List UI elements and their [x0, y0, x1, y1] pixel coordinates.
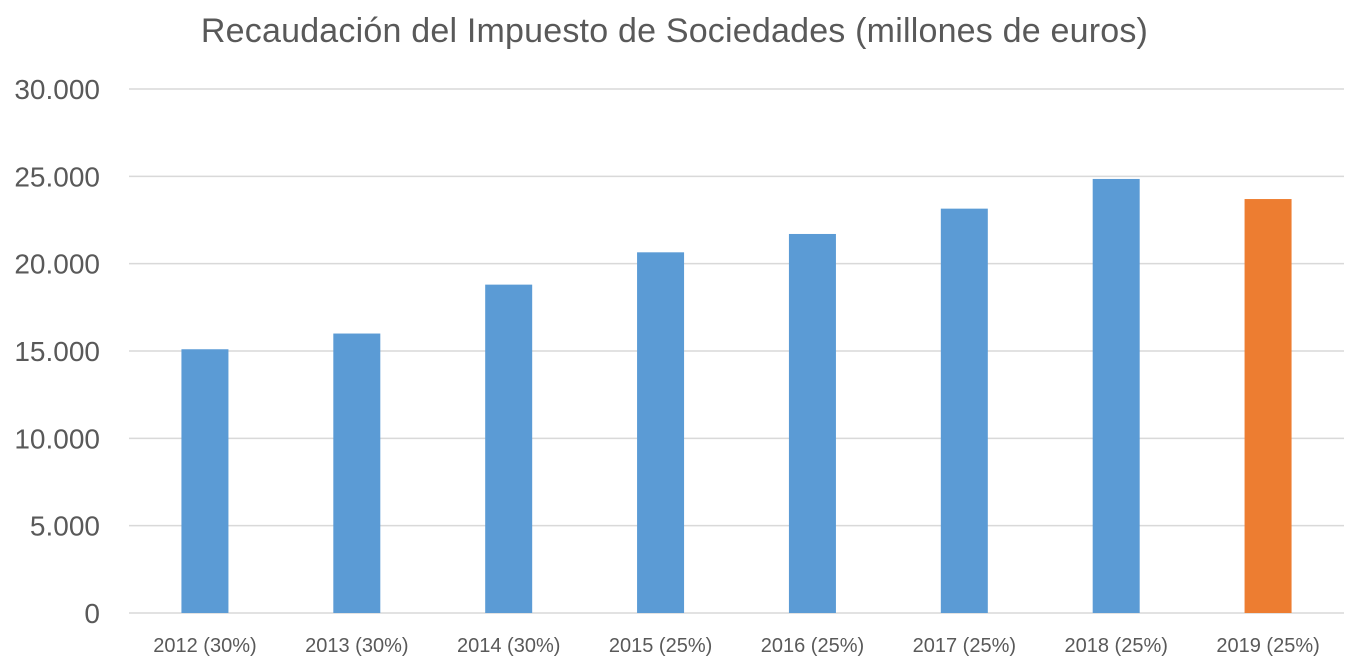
bar: [1092, 178, 1140, 613]
bar: [788, 233, 836, 613]
bar: [1244, 199, 1292, 614]
y-tick-label: 25.000: [14, 161, 100, 192]
y-tick-label: 5.000: [30, 511, 100, 542]
y-tick-label: 15.000: [14, 336, 100, 367]
x-tick-label: 2017 (25%): [913, 635, 1016, 657]
y-tick-label: 10.000: [14, 423, 100, 454]
bar: [485, 284, 533, 613]
gridlines: [129, 88, 1344, 614]
x-tick-label: 2014 (30%): [457, 635, 560, 657]
axes: 0 5.000 10.000 15.000 20.000 25.000 30.000 2012…: [14, 74, 1319, 657]
y-tick-label: 30.000: [14, 74, 100, 105]
bars: [181, 178, 1292, 614]
x-tick-label: 2016 (25%): [761, 635, 864, 657]
x-tick-label: 2013 (30%): [305, 635, 408, 657]
bar: [940, 208, 988, 613]
bar: [637, 252, 685, 613]
y-tick-label: 20.000: [14, 249, 100, 280]
y-tick-label: 0: [84, 598, 100, 629]
x-tick-label: 2012 (30%): [153, 635, 256, 657]
chart-title: Recaudación del Impuesto de Sociedades (…: [200, 12, 1149, 50]
x-tick-label: 2015 (25%): [609, 635, 712, 657]
bar: [181, 349, 229, 613]
x-tick-label: 2019 (25%): [1216, 635, 1319, 657]
x-tick-label: 2018 (25%): [1064, 635, 1167, 657]
bar: [333, 333, 381, 613]
